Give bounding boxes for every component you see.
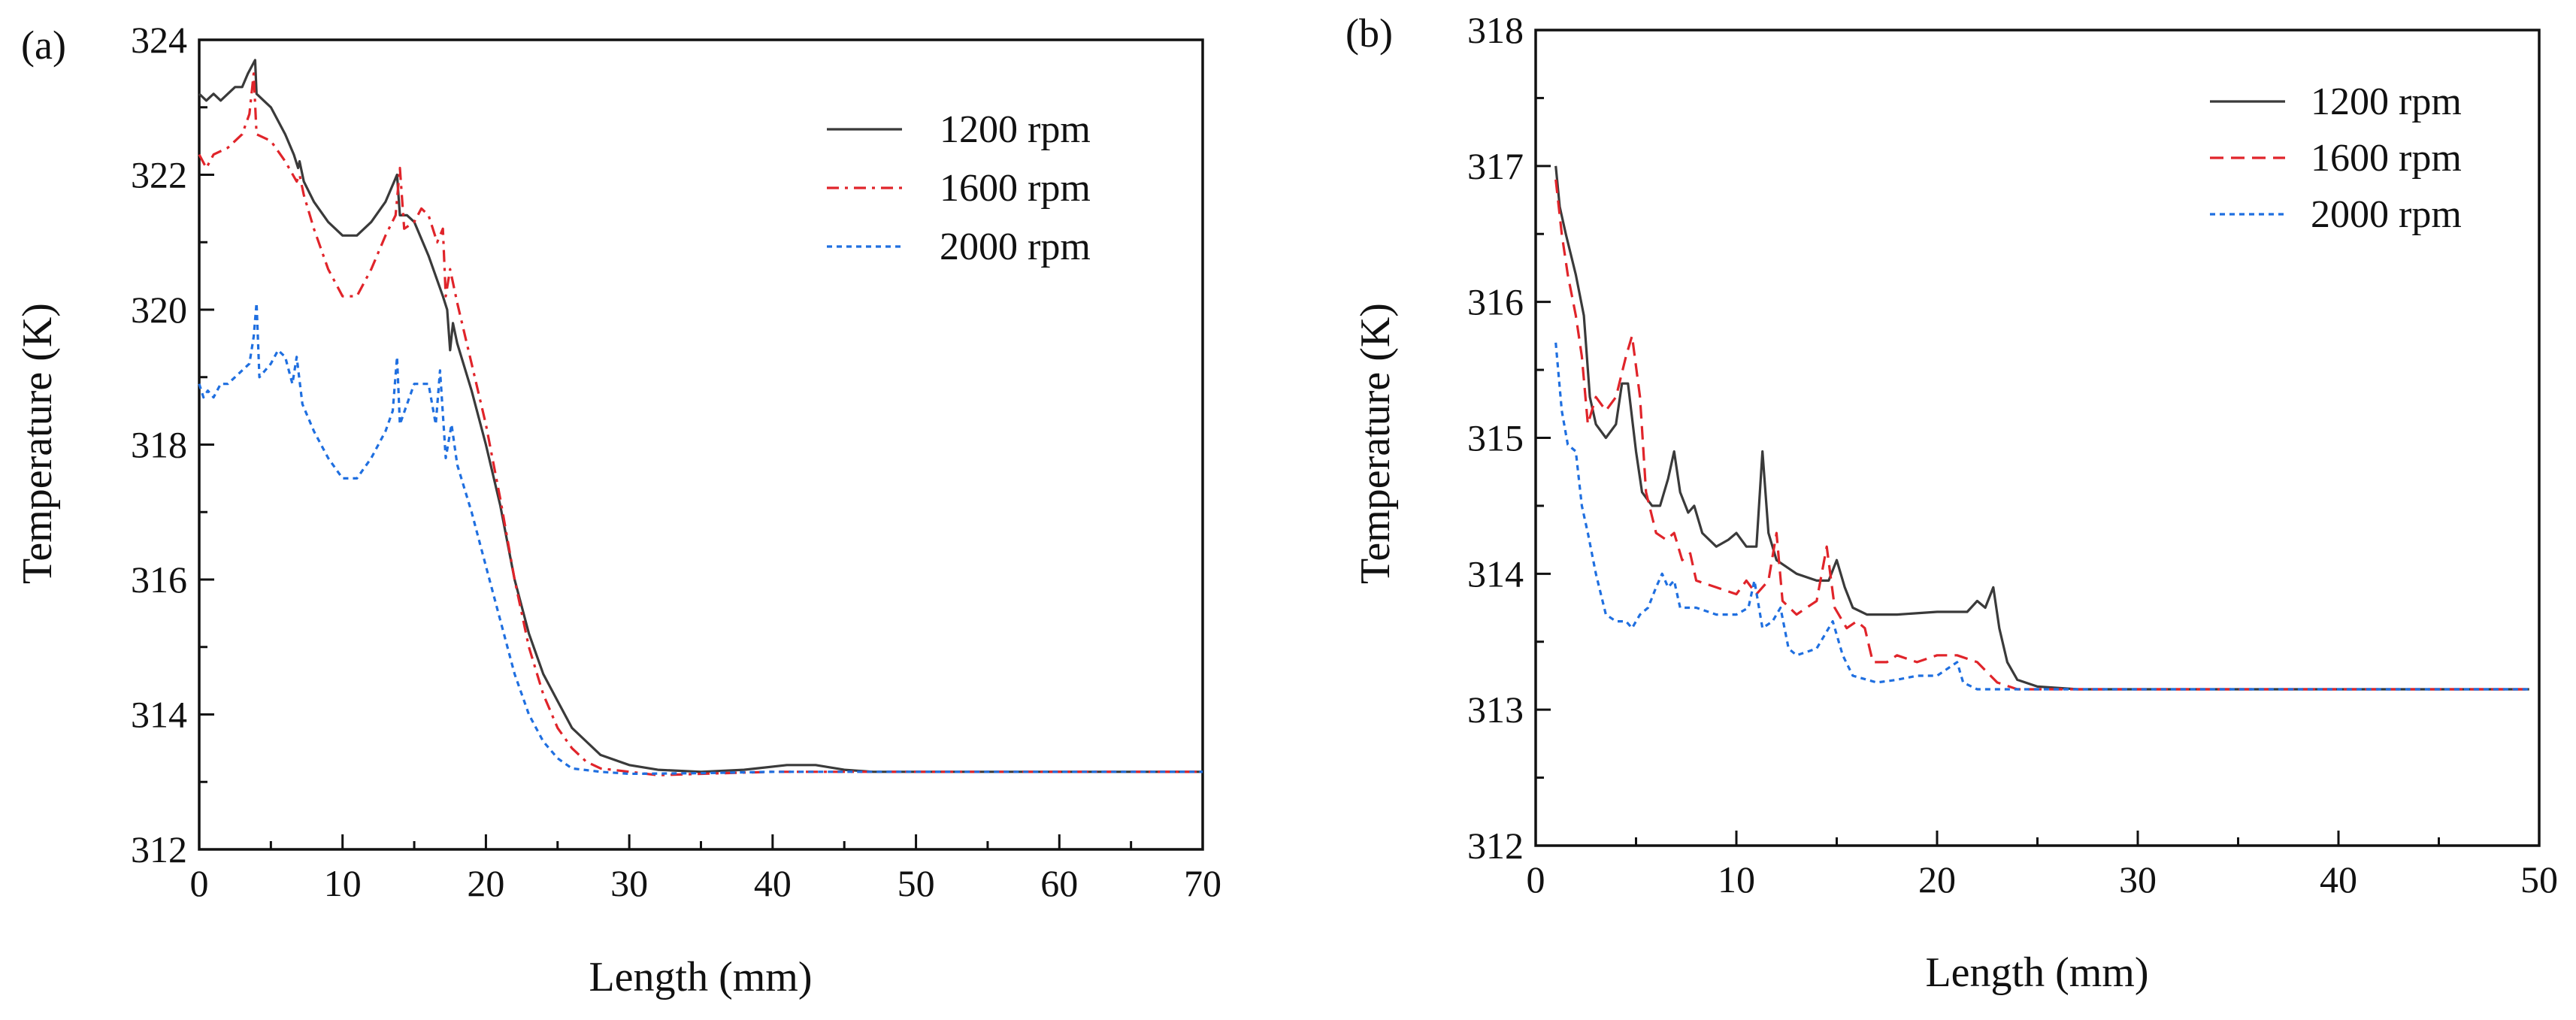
x-tick-label: 20 <box>1918 858 1956 900</box>
y-tick-label: 312 <box>131 828 187 870</box>
x-tick-label: 40 <box>2320 858 2357 900</box>
panel-a-xlabel: Length (mm) <box>589 954 812 1000</box>
x-tick-label: 0 <box>1527 858 1545 900</box>
panel-b-series <box>1554 165 2529 691</box>
y-tick-label: 314 <box>1467 552 1524 595</box>
y-tick-label: 320 <box>131 289 187 331</box>
panel-a-plot-frame <box>198 38 1204 851</box>
series-line-1200-rpm <box>1554 165 2529 691</box>
panel-b-legend: 1200 rpm 1600 rpm 2000 rpm <box>2210 80 2462 236</box>
panel-b-chart: (b) 0 10 20 30 40 50 312 313 314 315 316 317 318 Len… <box>1346 9 2558 996</box>
legend-label-2000-rpm: 2000 rpm <box>940 225 1091 268</box>
legend-label-2000-rpm: 2000 rpm <box>2311 193 2462 236</box>
panel-b-ticks: 0 10 20 30 40 50 312 313 314 315 316 317 318 <box>1467 9 2558 900</box>
series-line-1600-rpm <box>1554 179 2529 691</box>
y-tick-label: 322 <box>131 154 187 196</box>
x-tick-label: 50 <box>2520 858 2558 900</box>
panel-a-chart: (a) 0 10 20 30 40 50 60 70 312 314 316 318 320 322 324… <box>14 19 1221 1000</box>
x-tick-label: 50 <box>898 862 935 904</box>
panel-a-ticks: 0 10 20 30 40 50 60 70 312 314 316 318 320 322 324 <box>131 19 1221 904</box>
x-tick-label: 10 <box>324 862 362 904</box>
y-tick-label: 324 <box>131 19 187 61</box>
panel-b-xlabel: Length (mm) <box>1925 949 2148 996</box>
y-tick-label: 313 <box>1467 689 1524 731</box>
legend-label-1200-rpm: 1200 rpm <box>940 108 1091 151</box>
panel-a-series <box>198 59 1203 776</box>
panel-a-label: (a) <box>21 23 66 68</box>
series-line-2000-rpm <box>1554 342 2529 691</box>
x-tick-label: 30 <box>2119 858 2157 900</box>
panel-a-ylabel: Temperature (K) <box>14 303 61 584</box>
panel-b-label: (b) <box>1346 11 1393 56</box>
y-tick-label: 312 <box>1467 825 1524 867</box>
y-tick-label: 318 <box>131 424 187 466</box>
legend-label-1200-rpm: 1200 rpm <box>2311 80 2462 123</box>
series-line-1600-rpm <box>198 72 1203 776</box>
panel-a-legend: 1200 rpm 1600 rpm 2000 rpm <box>827 108 1091 268</box>
x-tick-label: 30 <box>610 862 648 904</box>
y-tick-label: 316 <box>131 558 187 601</box>
y-tick-label: 318 <box>1467 9 1524 51</box>
x-tick-label: 0 <box>190 862 209 904</box>
x-tick-label: 40 <box>754 862 792 904</box>
x-tick-label: 60 <box>1040 862 1078 904</box>
y-tick-label: 314 <box>131 694 187 736</box>
panel-b-ylabel: Temperature (K) <box>1352 303 1399 584</box>
x-tick-label: 20 <box>467 862 504 904</box>
y-tick-label: 316 <box>1467 281 1524 323</box>
y-tick-label: 317 <box>1467 145 1524 187</box>
series-line-2000-rpm <box>198 301 1203 776</box>
x-tick-label: 10 <box>1718 858 1755 900</box>
x-tick-label: 70 <box>1184 862 1221 904</box>
y-tick-label: 315 <box>1467 417 1524 459</box>
legend-label-1600-rpm: 1600 rpm <box>2311 137 2462 180</box>
legend-label-1600-rpm: 1600 rpm <box>940 167 1091 210</box>
